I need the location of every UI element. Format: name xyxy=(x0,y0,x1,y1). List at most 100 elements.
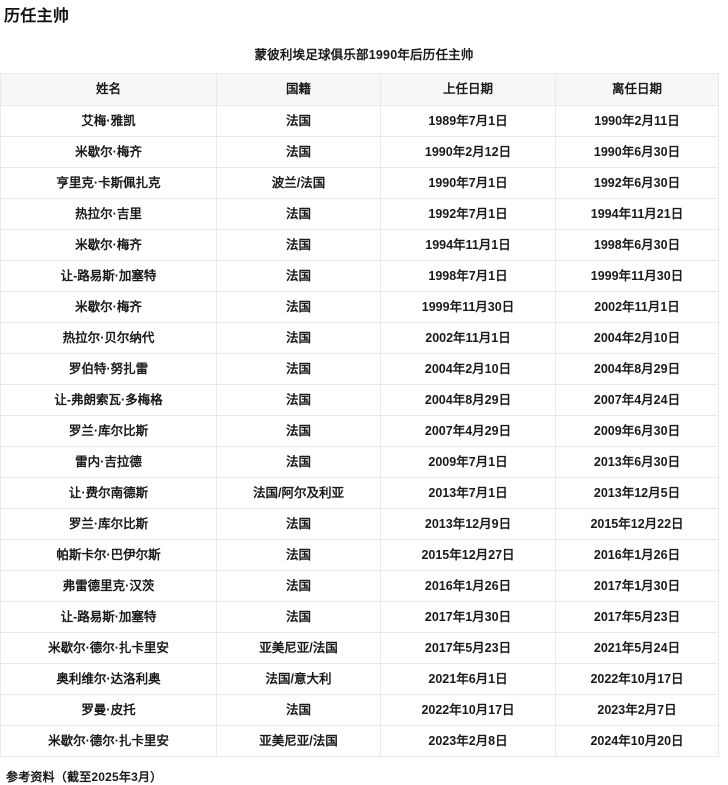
cell-end-date: 1990年6月30日 xyxy=(555,136,719,168)
column-header-end-date: 离任日期 xyxy=(555,73,719,106)
cell-nationality: 法国/阿尔及利亚 xyxy=(216,477,381,509)
cell-nationality: 法国 xyxy=(216,229,381,261)
cell-name: 罗曼·皮托 xyxy=(0,694,217,726)
table-row: 罗伯特·努扎雷 法国 2004年2月10日 2004年8月29日 xyxy=(0,353,719,385)
table-row: 热拉尔·贝尔纳代 法国 2002年11月1日 2004年2月10日 xyxy=(0,322,719,354)
cell-end-date: 2022年10月17日 xyxy=(555,663,719,695)
cell-end-date: 2023年2月7日 xyxy=(555,694,719,726)
cell-start-date: 1994年11月1日 xyxy=(380,229,556,261)
cell-start-date: 2004年8月29日 xyxy=(380,384,556,416)
cell-start-date: 2015年12月27日 xyxy=(380,539,556,571)
table-row: 帕斯卡尔·巴伊尔斯 法国 2015年12月27日 2016年1月26日 xyxy=(0,539,719,571)
table-row: 奥利维尔·达洛利奥 法国/意大利 2021年6月1日 2022年10月17日 xyxy=(0,663,719,695)
cell-nationality: 法国 xyxy=(216,415,381,447)
cell-end-date: 2007年4月24日 xyxy=(555,384,719,416)
cell-end-date: 2021年5月24日 xyxy=(555,632,719,664)
cell-end-date: 2004年2月10日 xyxy=(555,322,719,354)
cell-name: 雷内·吉拉德 xyxy=(0,446,217,478)
cell-end-date: 2016年1月26日 xyxy=(555,539,719,571)
cell-start-date: 2017年1月30日 xyxy=(380,601,556,633)
table-header: 姓名 国籍 上任日期 离任日期 xyxy=(0,73,719,106)
cell-name: 米歇尔·梅齐 xyxy=(0,229,217,261)
column-header-name: 姓名 xyxy=(0,73,217,106)
cell-start-date: 2021年6月1日 xyxy=(380,663,556,695)
cell-end-date: 2013年6月30日 xyxy=(555,446,719,478)
cell-nationality: 法国 xyxy=(216,260,381,292)
cell-name: 奥利维尔·达洛利奥 xyxy=(0,663,217,695)
cell-nationality: 法国 xyxy=(216,508,381,540)
cell-start-date: 2002年11月1日 xyxy=(380,322,556,354)
cell-nationality: 波兰/法国 xyxy=(216,167,381,199)
page-title: 历任主帅 xyxy=(4,8,70,25)
cell-start-date: 1999年11月30日 xyxy=(380,291,556,323)
cell-nationality: 法国 xyxy=(216,353,381,385)
cell-start-date: 2016年1月26日 xyxy=(380,570,556,602)
cell-name: 米歇尔·梅齐 xyxy=(0,136,217,168)
table-row: 让·费尔南德斯 法国/阿尔及利亚 2013年7月1日 2013年12月5日 xyxy=(0,477,719,509)
cell-name: 让-弗朗索瓦·多梅格 xyxy=(0,384,217,416)
cell-nationality: 法国 xyxy=(216,198,381,230)
cell-end-date: 2004年8月29日 xyxy=(555,353,719,385)
cell-start-date: 2017年5月23日 xyxy=(380,632,556,664)
table-row: 艾梅·雅凯 法国 1989年7月1日 1990年2月11日 xyxy=(0,105,719,137)
cell-nationality: 亚美尼亚/法国 xyxy=(216,632,381,664)
cell-name: 米歇尔·梅齐 xyxy=(0,291,217,323)
table-body: 艾梅·雅凯 法国 1989年7月1日 1990年2月11日 米歇尔·梅齐 法国 1990年2… xyxy=(0,105,719,757)
cell-name: 让·费尔南德斯 xyxy=(0,477,217,509)
cell-end-date: 2017年1月30日 xyxy=(555,570,719,602)
cell-end-date: 2013年12月5日 xyxy=(555,477,719,509)
page-root: 历任主帅 蒙彼利埃足球俱乐部1990年后历任主帅 姓名 国籍 上任日期 离任日期… xyxy=(0,8,719,784)
table-row: 米歇尔·梅齐 法国 1990年2月12日 1990年6月30日 xyxy=(0,136,719,168)
cell-name: 弗雷德里克·汉茨 xyxy=(0,570,217,602)
cell-end-date: 2009年6月30日 xyxy=(555,415,719,447)
table-row: 罗兰·库尔比斯 法国 2007年4月29日 2009年6月30日 xyxy=(0,415,719,447)
cell-nationality: 法国 xyxy=(216,539,381,571)
cell-nationality: 法国 xyxy=(216,694,381,726)
cell-name: 亨里克·卡斯佩扎克 xyxy=(0,167,217,199)
cell-name: 帕斯卡尔·巴伊尔斯 xyxy=(0,539,217,571)
footnote-text: 参考资料（截至2025年3月） xyxy=(6,770,163,784)
cell-nationality: 法国 xyxy=(216,291,381,323)
cell-start-date: 1989年7月1日 xyxy=(380,105,556,137)
cell-name: 让-路易斯·加塞特 xyxy=(0,260,217,292)
cell-name: 艾梅·雅凯 xyxy=(0,105,217,137)
cell-name: 米歇尔·德尔·扎卡里安 xyxy=(0,725,217,757)
table-row: 米歇尔·梅齐 法国 1999年11月30日 2002年11月1日 xyxy=(0,291,719,323)
table-row: 亨里克·卡斯佩扎克 波兰/法国 1990年7月1日 1992年6月30日 xyxy=(0,167,719,199)
cell-start-date: 2004年2月10日 xyxy=(380,353,556,385)
cell-end-date: 2017年5月23日 xyxy=(555,601,719,633)
cell-end-date: 1994年11月21日 xyxy=(555,198,719,230)
cell-start-date: 2023年2月8日 xyxy=(380,725,556,757)
table-row: 让-路易斯·加塞特 法国 1998年7月1日 1999年11月30日 xyxy=(0,260,719,292)
table-row: 让-弗朗索瓦·多梅格 法国 2004年8月29日 2007年4月24日 xyxy=(0,384,719,416)
column-header-nationality: 国籍 xyxy=(216,73,381,106)
table-caption: 蒙彼利埃足球俱乐部1990年后历任主帅 xyxy=(254,48,474,62)
cell-nationality: 法国 xyxy=(216,601,381,633)
table-row: 热拉尔·吉里 法国 1992年7月1日 1994年11月21日 xyxy=(0,198,719,230)
cell-name: 让-路易斯·加塞特 xyxy=(0,601,217,633)
table-row: 米歇尔·梅齐 法国 1994年11月1日 1998年6月30日 xyxy=(0,229,719,261)
cell-name: 热拉尔·吉里 xyxy=(0,198,217,230)
cell-start-date: 2013年12月9日 xyxy=(380,508,556,540)
table-row: 雷内·吉拉德 法国 2009年7月1日 2013年6月30日 xyxy=(0,446,719,478)
table-container: 姓名 国籍 上任日期 离任日期 艾梅·雅凯 法国 1989年7月1日 1990年2月1… xyxy=(0,73,728,757)
cell-end-date: 1998年6月30日 xyxy=(555,229,719,261)
cell-nationality: 法国 xyxy=(216,384,381,416)
cell-end-date: 2024年10月20日 xyxy=(555,725,719,757)
cell-start-date: 1992年7月1日 xyxy=(380,198,556,230)
cell-nationality: 法国 xyxy=(216,570,381,602)
cell-start-date: 2007年4月29日 xyxy=(380,415,556,447)
cell-name: 罗兰·库尔比斯 xyxy=(0,415,217,447)
cell-start-date: 1990年2月12日 xyxy=(380,136,556,168)
cell-start-date: 1998年7月1日 xyxy=(380,260,556,292)
cell-nationality: 法国 xyxy=(216,446,381,478)
cell-nationality: 亚美尼亚/法国 xyxy=(216,725,381,757)
table-row: 米歇尔·德尔·扎卡里安 亚美尼亚/法国 2023年2月8日 2024年10月20日 xyxy=(0,725,719,757)
column-header-start-date: 上任日期 xyxy=(380,73,556,106)
cell-start-date: 2009年7月1日 xyxy=(380,446,556,478)
coach-history-table: 姓名 国籍 上任日期 离任日期 艾梅·雅凯 法国 1989年7月1日 1990年2月1… xyxy=(0,73,719,757)
table-row: 罗兰·库尔比斯 法国 2013年12月9日 2015年12月22日 xyxy=(0,508,719,540)
cell-start-date: 2022年10月17日 xyxy=(380,694,556,726)
cell-end-date: 2002年11月1日 xyxy=(555,291,719,323)
table-row: 罗曼·皮托 法国 2022年10月17日 2023年2月7日 xyxy=(0,694,719,726)
